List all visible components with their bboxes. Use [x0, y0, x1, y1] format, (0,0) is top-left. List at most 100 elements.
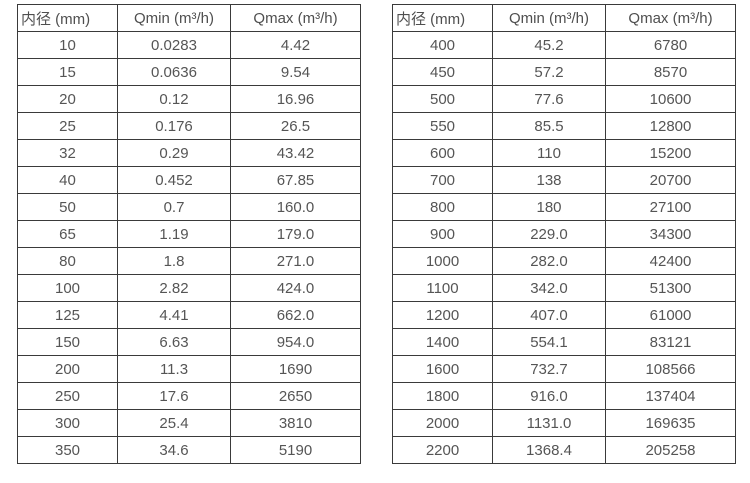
column-header-qmax: Qmax (m³/h) — [605, 4, 736, 32]
table-cell: 85.5 — [492, 112, 606, 140]
table-cell: 1000 — [392, 247, 493, 275]
table-cell: 137404 — [605, 382, 736, 410]
table-cell: 1.19 — [117, 220, 231, 248]
column-header-qmin: Qmin (m³/h) — [492, 4, 606, 32]
table-row: 25 0.176 26.5 — [17, 112, 361, 140]
table-cell: 1690 — [230, 355, 361, 383]
table-cell: 43.42 — [230, 139, 361, 167]
table-cell: 25 — [17, 112, 118, 140]
table-cell: 6780 — [605, 31, 736, 59]
table-row: 900 229.0 34300 — [392, 220, 736, 248]
table-cell: 50 — [17, 193, 118, 221]
table-cell: 42400 — [605, 247, 736, 275]
table-cell: 2650 — [230, 382, 361, 410]
table-cell: 700 — [392, 166, 493, 194]
flow-table-large-diameters: 内径 (mm) Qmin (m³/h) Qmax (m³/h) 400 45.2 6… — [392, 4, 736, 464]
table-cell: 600 — [392, 139, 493, 167]
table-cell: 45.2 — [492, 31, 606, 59]
table-cell: 180 — [492, 193, 606, 221]
table-cell: 400 — [392, 31, 493, 59]
table-cell: 32 — [17, 139, 118, 167]
table-cell: 25.4 — [117, 409, 231, 437]
table-cell: 0.7 — [117, 193, 231, 221]
flow-table-small-diameters: 内径 (mm) Qmin (m³/h) Qmax (m³/h) 10 0.0283… — [17, 4, 361, 464]
table-cell: 0.0636 — [117, 58, 231, 86]
table-row: 20 0.12 16.96 — [17, 85, 361, 113]
table-cell: 1400 — [392, 328, 493, 356]
table-cell: 3810 — [230, 409, 361, 437]
table-header: 内径 (mm) Qmin (m³/h) Qmax (m³/h) — [392, 4, 736, 32]
table-cell: 0.12 — [117, 85, 231, 113]
table-row: 1400 554.1 83121 — [392, 328, 736, 356]
table-cell: 20 — [17, 85, 118, 113]
table-header: 内径 (mm) Qmin (m³/h) Qmax (m³/h) — [17, 4, 361, 32]
table-row: 500 77.6 10600 — [392, 85, 736, 113]
table-cell: 205258 — [605, 436, 736, 464]
table-row: 1600 732.7 108566 — [392, 355, 736, 383]
table-cell: 1.8 — [117, 247, 231, 275]
table-row: 50 0.7 160.0 — [17, 193, 361, 221]
table-row: 800 180 27100 — [392, 193, 736, 221]
table-row: 80 1.8 271.0 — [17, 247, 361, 275]
table-row: 1800 916.0 137404 — [392, 382, 736, 410]
table-row: 40 0.452 67.85 — [17, 166, 361, 194]
table-cell: 450 — [392, 58, 493, 86]
table-cell: 80 — [17, 247, 118, 275]
table-cell: 100 — [17, 274, 118, 302]
table-cell: 1200 — [392, 301, 493, 329]
table-cell: 4.42 — [230, 31, 361, 59]
table-cell: 34.6 — [117, 436, 231, 464]
table-cell: 342.0 — [492, 274, 606, 302]
table-cell: 2000 — [392, 409, 493, 437]
table-cell: 554.1 — [492, 328, 606, 356]
table-cell: 200 — [17, 355, 118, 383]
table-cell: 9.54 — [230, 58, 361, 86]
column-header-diameter: 内径 (mm) — [392, 4, 493, 32]
table-cell: 26.5 — [230, 112, 361, 140]
table-cell: 250 — [17, 382, 118, 410]
table-cell: 4.41 — [117, 301, 231, 329]
table-cell: 83121 — [605, 328, 736, 356]
table-row: 1200 407.0 61000 — [392, 301, 736, 329]
table-cell: 65 — [17, 220, 118, 248]
table-cell: 954.0 — [230, 328, 361, 356]
table-cell: 662.0 — [230, 301, 361, 329]
table-cell: 5190 — [230, 436, 361, 464]
table-cell: 67.85 — [230, 166, 361, 194]
table-cell: 138 — [492, 166, 606, 194]
table-cell: 169635 — [605, 409, 736, 437]
table-row: 250 17.6 2650 — [17, 382, 361, 410]
table-cell: 0.0283 — [117, 31, 231, 59]
table-cell: 34300 — [605, 220, 736, 248]
table-row: 150 6.63 954.0 — [17, 328, 361, 356]
table-row: 15 0.0636 9.54 — [17, 58, 361, 86]
table-cell: 0.29 — [117, 139, 231, 167]
table-cell: 179.0 — [230, 220, 361, 248]
header-row: 内径 (mm) Qmin (m³/h) Qmax (m³/h) — [17, 4, 361, 32]
table-cell: 2.82 — [117, 274, 231, 302]
column-header-qmin: Qmin (m³/h) — [117, 4, 231, 32]
table-cell: 110 — [492, 139, 606, 167]
table-cell: 0.452 — [117, 166, 231, 194]
table-cell: 10 — [17, 31, 118, 59]
table-row: 1100 342.0 51300 — [392, 274, 736, 302]
table-cell: 2200 — [392, 436, 493, 464]
table-row: 600 110 15200 — [392, 139, 736, 167]
table-cell: 300 — [17, 409, 118, 437]
table-cell: 108566 — [605, 355, 736, 383]
table-cell: 550 — [392, 112, 493, 140]
table-body: 10 0.0283 4.42 15 0.0636 9.54 20 0.12 16.96 25 0.1… — [17, 31, 361, 464]
table-cell: 10600 — [605, 85, 736, 113]
table-cell: 20700 — [605, 166, 736, 194]
table-cell: 1100 — [392, 274, 493, 302]
table-row: 550 85.5 12800 — [392, 112, 736, 140]
table-cell: 916.0 — [492, 382, 606, 410]
table-cell: 61000 — [605, 301, 736, 329]
table-cell: 8570 — [605, 58, 736, 86]
table-row: 32 0.29 43.42 — [17, 139, 361, 167]
table-cell: 15200 — [605, 139, 736, 167]
table-cell: 732.7 — [492, 355, 606, 383]
table-cell: 6.63 — [117, 328, 231, 356]
table-cell: 11.3 — [117, 355, 231, 383]
